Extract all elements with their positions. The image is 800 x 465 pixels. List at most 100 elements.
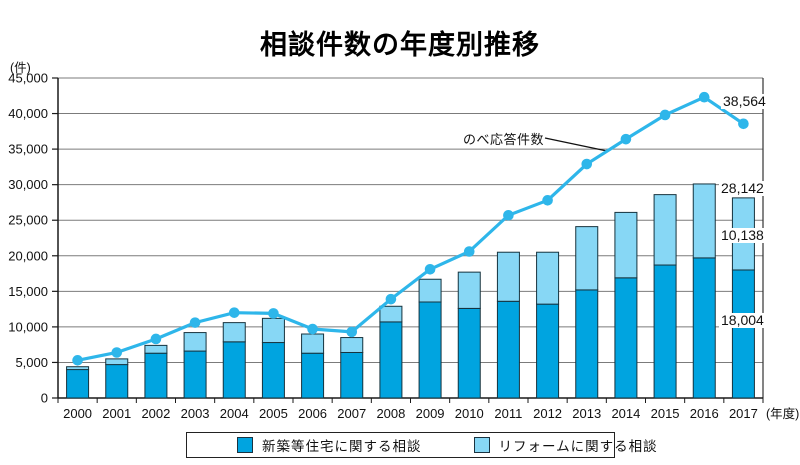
bar-segment-reform xyxy=(614,211,638,279)
value-label: 10,138 xyxy=(719,227,766,243)
x-tick-label: 2001 xyxy=(102,406,131,421)
x-tick-label: 2007 xyxy=(337,406,366,421)
bar-segment-reform xyxy=(575,226,599,291)
y-tick-label: 40,000 xyxy=(8,106,48,121)
y-tick-label: 25,000 xyxy=(8,213,48,228)
x-tick-label: 2010 xyxy=(455,406,484,421)
line-data-point xyxy=(72,355,83,366)
y-tick-label: 20,000 xyxy=(8,248,48,263)
bar-segment-new-housing xyxy=(418,301,442,399)
y-tick-label: 35,000 xyxy=(8,142,48,157)
line-data-point xyxy=(463,246,475,257)
line-data-point xyxy=(189,317,201,328)
bar-segment-reform xyxy=(379,305,403,323)
y-tick-label: 45,000 xyxy=(8,71,48,86)
legend-label-new-housing: 新築等住宅に関する相談 xyxy=(262,439,422,454)
reform-swatch-icon xyxy=(473,437,490,453)
bar-segment-new-housing xyxy=(66,369,90,399)
bar-segment-reform xyxy=(66,366,90,371)
line-data-point xyxy=(385,293,397,305)
x-tick-label: 2000 xyxy=(63,406,92,421)
line-series xyxy=(77,95,745,362)
bar-segment-reform xyxy=(653,194,677,266)
line-data-point xyxy=(228,307,240,318)
x-tick-label: 2012 xyxy=(533,406,562,421)
bar-segment-new-housing xyxy=(222,341,246,399)
x-tick-label: 2004 xyxy=(220,406,249,421)
line-data-point xyxy=(424,263,436,275)
bar-segment-new-housing xyxy=(575,289,599,399)
bar-segment-new-housing xyxy=(457,307,481,399)
line-data-point xyxy=(307,323,318,335)
x-tick-label: 2006 xyxy=(298,406,327,421)
line-series-label: のべ応答件数 xyxy=(463,132,545,147)
chart-title: 相談件数の年度別推移 xyxy=(260,30,540,60)
line-data-point xyxy=(268,308,279,319)
y-tick-label: 30,000 xyxy=(8,177,48,192)
bar-segment-new-housing xyxy=(301,352,325,399)
line-data-point xyxy=(620,133,632,145)
bar-segment-reform xyxy=(418,278,442,303)
x-tick-label: 2002 xyxy=(141,406,170,421)
x-tick-label: 2009 xyxy=(416,406,445,421)
line-label-pointer xyxy=(544,137,608,152)
new-housing-swatch-icon xyxy=(237,437,253,453)
value-label: 18,004 xyxy=(719,312,766,328)
bar-segment-new-housing xyxy=(144,352,168,399)
bar-segment-reform xyxy=(536,251,560,305)
bar-segment-new-housing xyxy=(379,321,403,399)
bar-segment-reform xyxy=(496,251,520,302)
bar-segment-new-housing xyxy=(183,350,207,399)
line-data-point xyxy=(738,118,749,130)
bar-segment-reform xyxy=(183,332,207,352)
bar-segment-new-housing xyxy=(614,277,638,399)
y-tick-label: 10,000 xyxy=(8,319,48,334)
bar-segment-new-housing xyxy=(731,269,755,399)
line-data-point xyxy=(581,158,593,170)
x-tick-label: 2017 xyxy=(729,406,758,421)
y-tick-label: 5,000 xyxy=(15,355,48,370)
line-data-point xyxy=(150,333,162,345)
bar-segment-reform xyxy=(692,183,716,259)
bar-segment-new-housing xyxy=(261,342,285,399)
bar-segment-new-housing xyxy=(536,303,560,399)
y-axis-unit-label: (件) xyxy=(10,61,31,75)
x-tick-label: 2008 xyxy=(376,406,405,421)
y-tick-label: 0 xyxy=(41,391,48,406)
bar-segment-new-housing xyxy=(340,351,364,399)
x-axis-unit-label: (年度) xyxy=(766,406,799,421)
bar-segment-reform xyxy=(222,322,246,343)
y-tick-label: 15,000 xyxy=(8,284,48,299)
bar-segment-new-housing xyxy=(653,264,677,399)
x-tick-label: 2016 xyxy=(690,406,719,421)
value-label: 38,564 xyxy=(721,93,768,109)
x-tick-label: 2014 xyxy=(611,406,640,421)
legend-item-new-housing: 新築等住宅に関する相談 xyxy=(237,435,422,455)
bar-segment-reform xyxy=(340,337,364,353)
bar-segment-new-housing xyxy=(692,257,716,399)
bar-segment-reform xyxy=(261,317,285,344)
line-data-point xyxy=(503,209,514,221)
line-data-point xyxy=(542,195,553,206)
bar-segment-new-housing xyxy=(496,300,520,399)
x-tick-label: 2011 xyxy=(494,406,522,421)
bar-segment-reform xyxy=(144,344,168,354)
legend: 新築等住宅に関する相談 リフォームに関する相談 xyxy=(186,432,657,458)
x-tick-label: 2005 xyxy=(259,406,288,421)
legend-item-reform: リフォームに関する相談 xyxy=(473,435,658,455)
value-label: 28,142 xyxy=(719,180,766,196)
bar-segment-new-housing xyxy=(105,364,129,399)
x-tick-label: 2003 xyxy=(181,406,210,421)
bar-segment-reform xyxy=(105,358,129,366)
line-data-point xyxy=(698,91,710,103)
bar-segment-reform xyxy=(457,271,481,309)
x-tick-label: 2015 xyxy=(651,406,680,421)
line-data-point xyxy=(346,326,358,338)
bar-segment-reform xyxy=(301,333,325,354)
legend-label-reform: リフォームに関する相談 xyxy=(498,439,658,454)
line-data-point xyxy=(659,109,671,121)
x-tick-label: 2013 xyxy=(572,406,601,421)
line-data-point xyxy=(111,347,123,358)
